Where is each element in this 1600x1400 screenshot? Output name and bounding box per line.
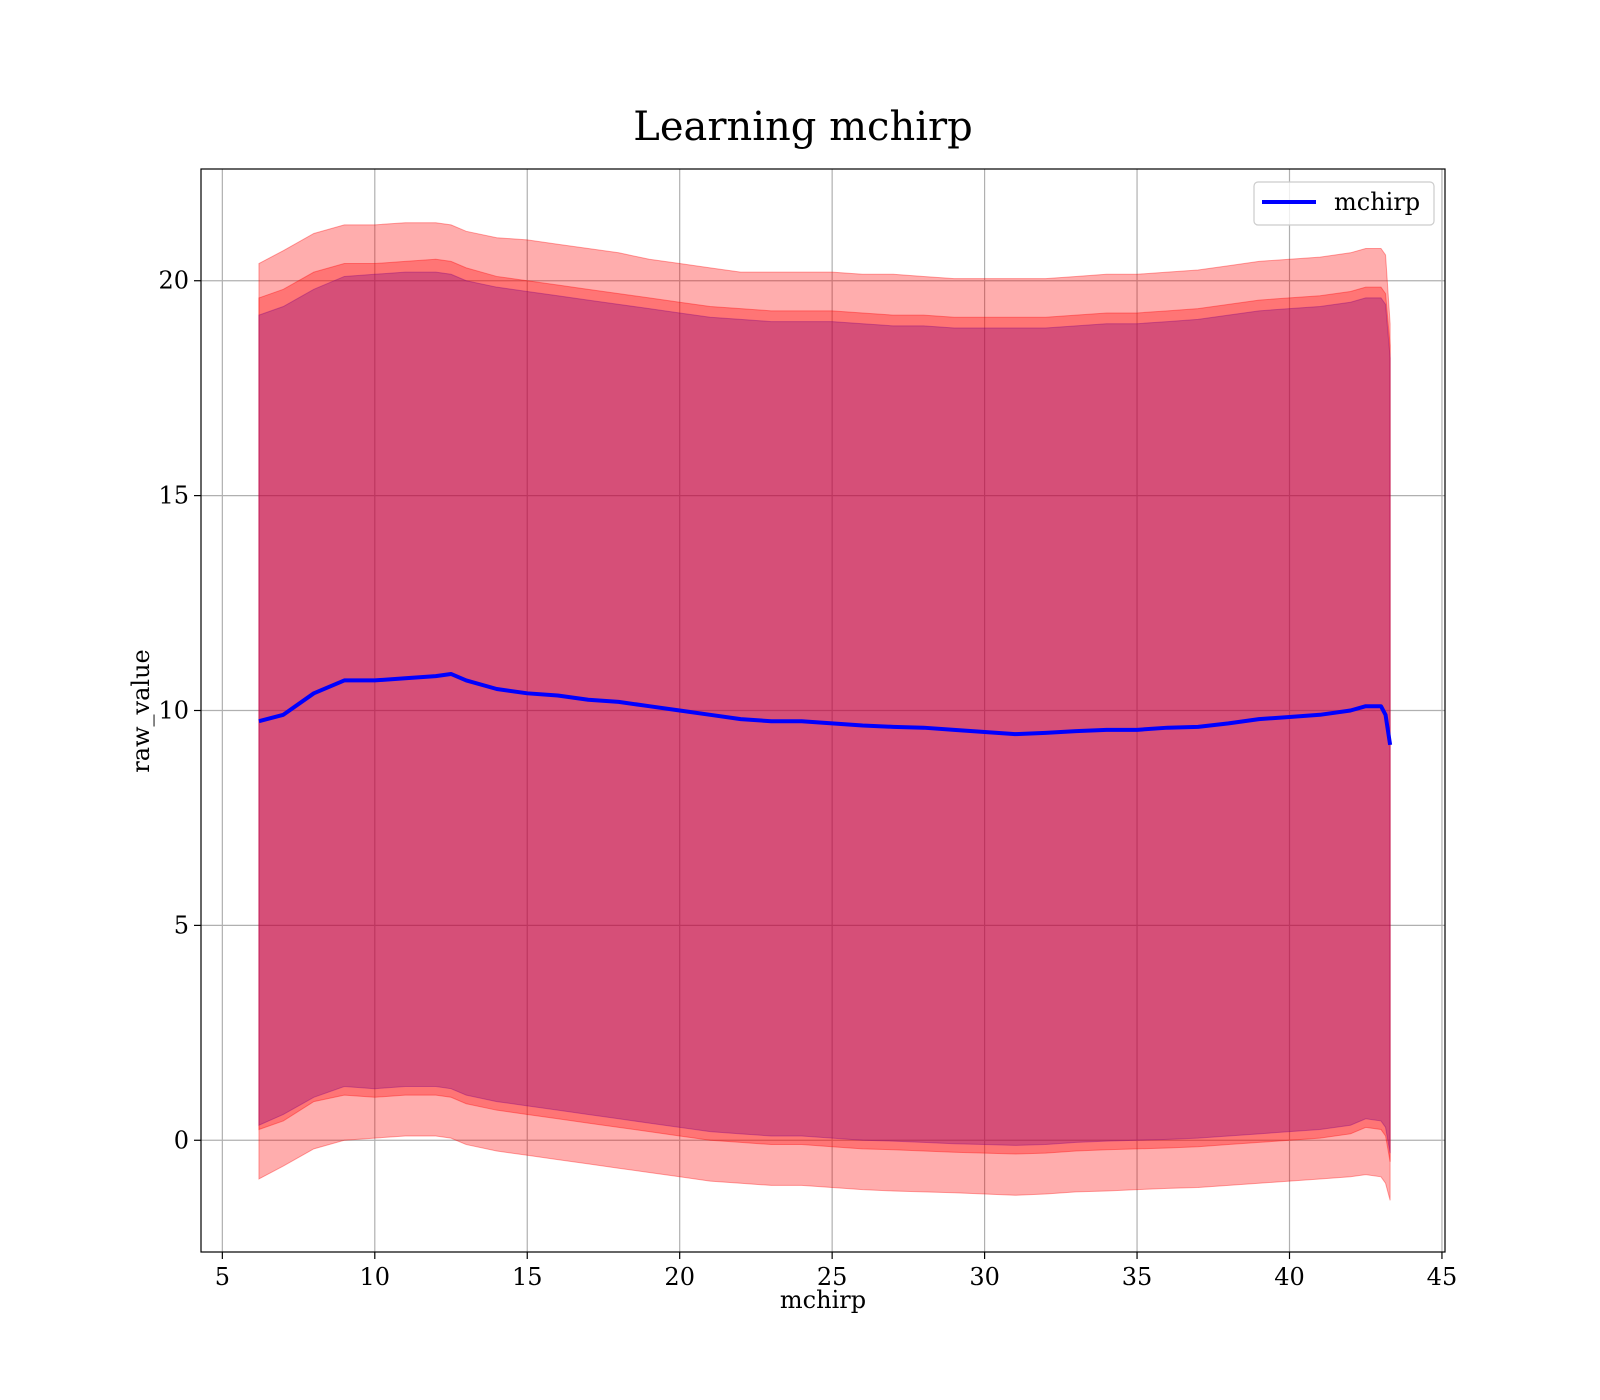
y-tick-label: 5 (174, 911, 189, 939)
series-lines (258, 671, 1393, 746)
x-tick-label: 30 (969, 1263, 1000, 1291)
y-tick-label: 20 (158, 267, 189, 295)
x-tick-label: 10 (360, 1263, 391, 1291)
confidence-band-3 (258, 271, 1391, 1154)
x-tick-label: 45 (1427, 1263, 1458, 1291)
x-tick-label: 40 (1274, 1263, 1305, 1291)
x-tick-label: 5 (215, 1263, 230, 1291)
y-tick-label: 10 (158, 697, 189, 725)
x-tick-label: 20 (664, 1263, 695, 1291)
grid (201, 169, 1445, 1252)
legend: mchirp (1253, 181, 1435, 226)
y-axis-ticks: 0 5 10 15 20 (158, 267, 201, 1154)
legend-box (1253, 181, 1435, 226)
y-tick-label: 0 (174, 1126, 189, 1154)
series-line-mchirp (258, 671, 1393, 746)
x-axis-label: mchirp (780, 1286, 866, 1314)
confidence-band-2 (258, 258, 1391, 1162)
y-tick-label: 15 (158, 482, 189, 510)
x-tick-label: 15 (512, 1263, 543, 1291)
confidence-bands (258, 222, 1391, 1201)
legend-label-mchirp: mchirp (1334, 188, 1420, 216)
confidence-band-1 (258, 222, 1391, 1201)
x-tick-label: 35 (1122, 1263, 1153, 1291)
x-axis-ticks: 5 10 15 20 25 30 35 40 45 (215, 1252, 1458, 1291)
chart-title: Learning mchirp (633, 104, 972, 150)
y-axis-label: raw_value (127, 649, 155, 773)
x-tick-label: 25 (817, 1263, 848, 1291)
